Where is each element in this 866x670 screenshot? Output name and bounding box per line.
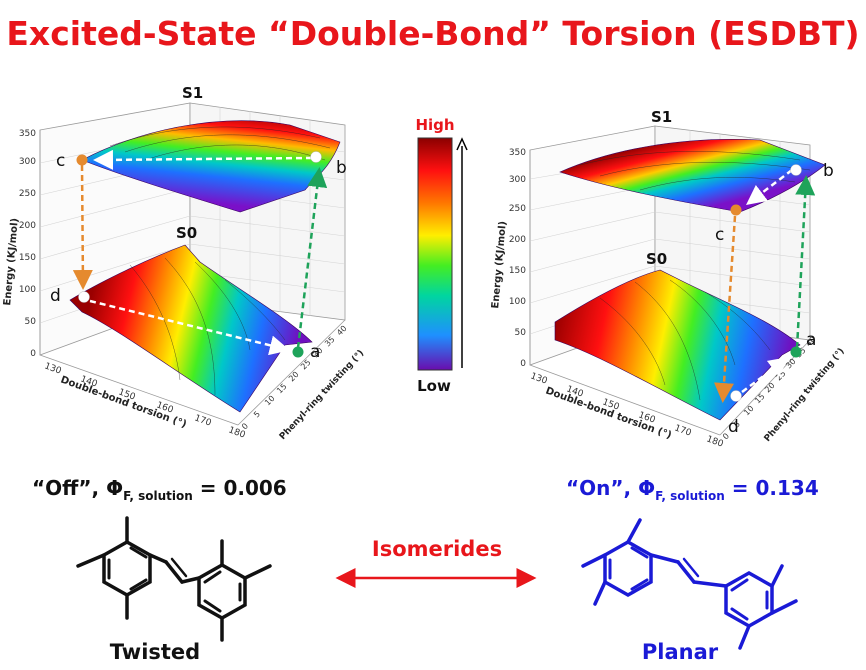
left-s0-relax-arrow xyxy=(89,299,290,356)
right-decay-arrow xyxy=(714,215,737,403)
left-s0-label: S0 xyxy=(176,224,197,242)
off-subscript: F, solution xyxy=(123,489,193,503)
left-s0-surface xyxy=(69,244,313,413)
z-tick-label: 10 xyxy=(263,394,277,408)
right-point-b xyxy=(790,164,802,176)
colorbar-arrowhead-icon xyxy=(456,137,468,151)
left-x-axis-label: Double-bond torsion (°) xyxy=(59,374,188,430)
right-point-a xyxy=(790,346,802,358)
right-y-axis-label: Energy (KJ/mol) xyxy=(490,221,509,309)
left-point-b-label: b xyxy=(336,158,347,178)
right-energy-plot: 0 50 100 150 200 250 300 350 Energy (KJ/… xyxy=(490,108,847,450)
y-tick-label: 100 xyxy=(19,285,36,295)
right-s0-surface xyxy=(554,269,801,421)
y-tick-label: 350 xyxy=(509,148,526,158)
figure-title: Excited-State “Double-Bond” Torsion (ESD… xyxy=(6,14,859,53)
right-point-d xyxy=(730,390,742,402)
right-point-c xyxy=(730,204,742,216)
z-tick-label: 5 xyxy=(732,419,742,429)
right-s0-contours xyxy=(599,279,771,401)
x-tick-label: 130 xyxy=(529,371,549,386)
y-tick-label: 150 xyxy=(19,253,36,263)
z-tick-label: 20 xyxy=(763,381,777,395)
off-phi-symbol: Φ xyxy=(106,476,123,500)
z-tick-label: 15 xyxy=(753,392,767,406)
z-tick-label: 5 xyxy=(252,409,262,419)
right-point-a-label: a xyxy=(806,330,816,350)
y-tick-label: 0 xyxy=(520,359,526,369)
z-tick-label: 35 xyxy=(323,335,337,349)
right-excitation-arrow xyxy=(795,175,816,349)
z-tick-label: 20 xyxy=(287,370,301,384)
right-point-c-label: c xyxy=(715,225,724,245)
on-subscript: F, solution xyxy=(655,489,725,503)
right-s1-label: S1 xyxy=(651,108,672,126)
z-tick-label: 15 xyxy=(275,382,289,396)
left-point-d-label: d xyxy=(50,286,61,306)
z-tick-label: 30 xyxy=(784,357,798,371)
y-tick-label: 350 xyxy=(19,129,36,139)
left-point-a-label: a xyxy=(310,342,320,362)
on-phi-symbol: Φ xyxy=(638,476,655,500)
left-s1-label: S1 xyxy=(182,84,203,102)
y-tick-label: 250 xyxy=(509,204,526,214)
off-quantum-yield: “Off”, ΦF, solution = 0.006 xyxy=(32,476,287,503)
color-bar: High Low xyxy=(415,116,468,395)
colorbar-gradient xyxy=(417,137,453,371)
y-tick-label: 200 xyxy=(19,221,36,231)
z-tick-label: 40 xyxy=(335,324,349,338)
right-y-ticks: 0 50 100 150 200 250 300 350 xyxy=(509,148,526,369)
right-s0-label: S0 xyxy=(646,250,667,268)
left-s1-contours xyxy=(109,126,331,161)
left-point-b xyxy=(310,151,322,163)
planar-molecule-structure xyxy=(581,518,798,650)
isomerides-label: Isomerides xyxy=(372,537,502,561)
y-tick-label: 0 xyxy=(30,349,36,359)
off-value: = 0.006 xyxy=(193,476,287,500)
y-tick-label: 150 xyxy=(509,266,526,276)
right-s1-contours xyxy=(579,151,811,191)
y-tick-label: 100 xyxy=(509,297,526,307)
z-tick-label: 25 xyxy=(774,369,788,383)
twisted-molecule-structure xyxy=(76,516,272,642)
on-quantum-yield: “On”, ΦF, solution = 0.134 xyxy=(566,476,819,503)
y-tick-label: 300 xyxy=(19,157,36,167)
on-value: = 0.134 xyxy=(725,476,819,500)
left-point-d xyxy=(78,291,90,303)
z-tick-label: 0 xyxy=(721,431,731,441)
z-tick-label: 0 xyxy=(240,421,250,431)
x-tick-label: 130 xyxy=(43,361,63,376)
right-s1-relax-arrow xyxy=(746,169,793,206)
twisted-label: Twisted xyxy=(110,640,200,664)
colorbar-low-label: Low xyxy=(417,377,451,395)
y-tick-label: 50 xyxy=(25,317,37,327)
planar-label: Planar xyxy=(642,640,719,664)
off-prefix: “Off”, xyxy=(32,476,106,500)
left-y-ticks: 0 50 100 150 200 250 300 350 xyxy=(19,129,36,359)
y-tick-label: 250 xyxy=(19,189,36,199)
y-tick-label: 200 xyxy=(509,235,526,245)
right-s0-relax-arrow xyxy=(741,357,790,394)
on-prefix: “On”, xyxy=(566,476,638,500)
left-energy-plot: 0 50 100 150 200 250 300 350 Energy (KJ/… xyxy=(2,84,366,442)
left-z-axis-label: Phenyl-ring twisting (°) xyxy=(278,348,366,442)
left-s1-surface xyxy=(81,120,341,213)
left-point-c xyxy=(76,154,88,166)
right-point-d-label: d xyxy=(728,417,739,437)
left-point-c-label: c xyxy=(56,151,65,171)
left-s1-relax-arrow xyxy=(93,149,313,170)
x-tick-label: 170 xyxy=(193,413,213,428)
right-point-b-label: b xyxy=(823,161,834,181)
y-tick-label: 300 xyxy=(509,175,526,185)
y-tick-label: 50 xyxy=(515,328,527,338)
colorbar-high-label: High xyxy=(415,116,454,134)
z-tick-label: 10 xyxy=(742,404,756,418)
left-decay-arrow xyxy=(72,164,93,290)
left-point-a xyxy=(292,346,304,358)
x-tick-label: 170 xyxy=(673,423,693,438)
